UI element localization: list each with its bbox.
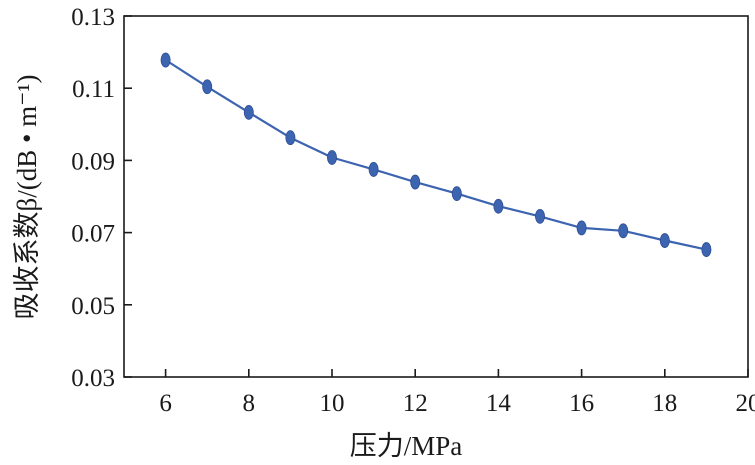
series-absorption-coefficient: [160, 52, 712, 257]
y-tick-label: 0.07: [71, 221, 115, 248]
data-point: [535, 208, 546, 224]
x-axis-title: 压力/MPa: [350, 431, 463, 461]
x-tick-label: 10: [320, 390, 345, 417]
data-point: [285, 130, 296, 146]
x-axis: 6 8 10 12 14 16 18 20: [159, 369, 755, 417]
data-point: [202, 79, 213, 95]
x-tick-label: 6: [159, 390, 172, 417]
x-tick-label: 16: [569, 390, 594, 417]
data-point: [326, 150, 337, 165]
plot-frame: [123, 15, 749, 378]
data-point: [410, 174, 421, 190]
data-point: [493, 198, 504, 214]
data-point: [243, 104, 254, 120]
data-point: [659, 233, 670, 248]
data-point: [368, 162, 379, 177]
series-line: [165, 59, 707, 251]
x-tick-label: 18: [652, 390, 677, 417]
y-axis-title: 吸收系数β/(dB • m⁻¹): [12, 74, 42, 319]
y-tick-label: 0.05: [71, 293, 115, 320]
data-point: [160, 52, 171, 68]
x-tick-label: 14: [486, 390, 512, 417]
y-tick-label: 0.03: [71, 365, 115, 392]
data-point: [618, 223, 629, 239]
data-point: [576, 220, 587, 236]
data-point: [451, 186, 462, 202]
data-point: [701, 242, 712, 257]
y-axis: 0.03 0.05 0.07 0.09 0.11 0.13: [71, 4, 132, 392]
x-tick-label: 12: [403, 390, 428, 417]
x-tick-label: 20: [736, 390, 755, 417]
y-tick-label: 0.09: [71, 148, 115, 175]
y-tick-label: 0.11: [72, 76, 115, 103]
x-tick-label: 8: [243, 390, 256, 417]
y-tick-label: 0.13: [71, 4, 115, 31]
